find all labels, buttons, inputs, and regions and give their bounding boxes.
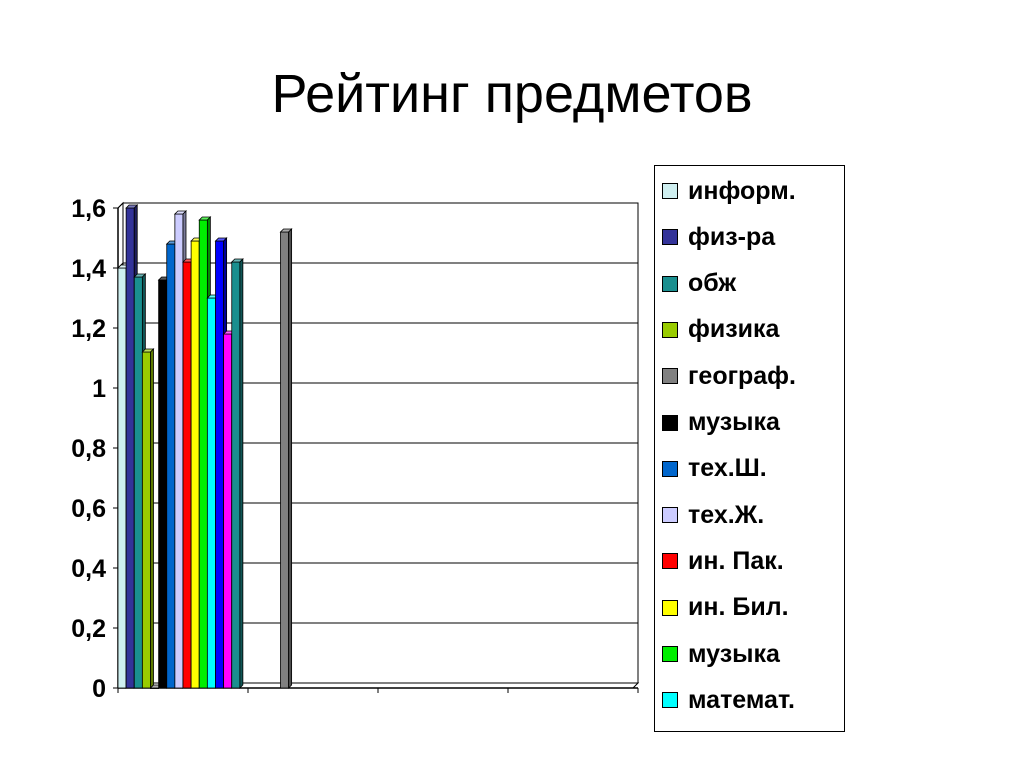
legend-item: ин. Пак.: [662, 546, 784, 576]
bar-географ.: [279, 228, 293, 689]
legend-item: обж: [662, 269, 736, 299]
bar-физика: [141, 348, 155, 689]
legend-label: ин. Бил.: [688, 593, 789, 622]
legend-item: информ.: [662, 176, 796, 206]
legend-swatch: [662, 507, 678, 524]
page-title: Рейтинг предметов: [271, 64, 753, 124]
y-tick-label: 0,8: [71, 435, 106, 463]
y-tick-label: 1,4: [71, 255, 106, 283]
legend-swatch: [662, 183, 678, 199]
legend-swatch: [662, 229, 678, 246]
bar-series-15: [230, 258, 244, 689]
legend-label: обж: [688, 269, 737, 298]
legend-label: физика: [688, 315, 780, 344]
legend-item: математ.: [662, 685, 795, 715]
legend-swatch: [662, 321, 678, 338]
legend-item: физика: [662, 315, 779, 345]
legend-item: музыка: [662, 408, 780, 438]
legend-swatch: [662, 599, 678, 616]
legend-label: ин. Пак.: [688, 546, 784, 575]
legend-label: тех.Ж.: [688, 500, 765, 529]
legend-swatch: [662, 460, 678, 477]
y-tick-label: 1,2: [71, 315, 106, 343]
legend-label: музыка: [688, 408, 780, 436]
legend-item: ин. Бил.: [662, 593, 789, 623]
y-tick-label: 0,4: [71, 555, 106, 583]
legend-item: музыка: [662, 639, 780, 669]
legend-label: тех.Ш.: [688, 454, 767, 483]
y-tick-label: 1: [92, 375, 106, 403]
y-tick-label: 0: [92, 675, 106, 703]
legend-swatch: [662, 553, 678, 570]
legend-label: физ-ра: [688, 222, 776, 251]
legend-item: тех.Ж.: [662, 500, 764, 530]
legend-item: физ-ра: [662, 222, 775, 252]
legend-swatch: [662, 368, 678, 385]
legend-item: географ.: [662, 361, 796, 391]
y-tick-label: 1,6: [71, 195, 106, 223]
legend-label: информ.: [688, 176, 796, 205]
legend-label: математ.: [688, 685, 795, 714]
legend-label: музыка: [688, 639, 780, 668]
y-tick-label: 0,2: [71, 615, 106, 643]
legend-item: тех.Ш.: [662, 454, 767, 484]
legend-swatch: [662, 692, 678, 709]
legend-label: географ.: [688, 361, 796, 390]
gridline-diag: [117, 202, 124, 209]
chart-legend: информ. физ-ра обж физика географ. музыка тех.…: [654, 165, 845, 732]
legend-swatch: [662, 414, 678, 431]
y-tick-label: 0,6: [71, 495, 106, 523]
legend-swatch: [662, 275, 678, 292]
legend-swatch: [662, 646, 678, 662]
